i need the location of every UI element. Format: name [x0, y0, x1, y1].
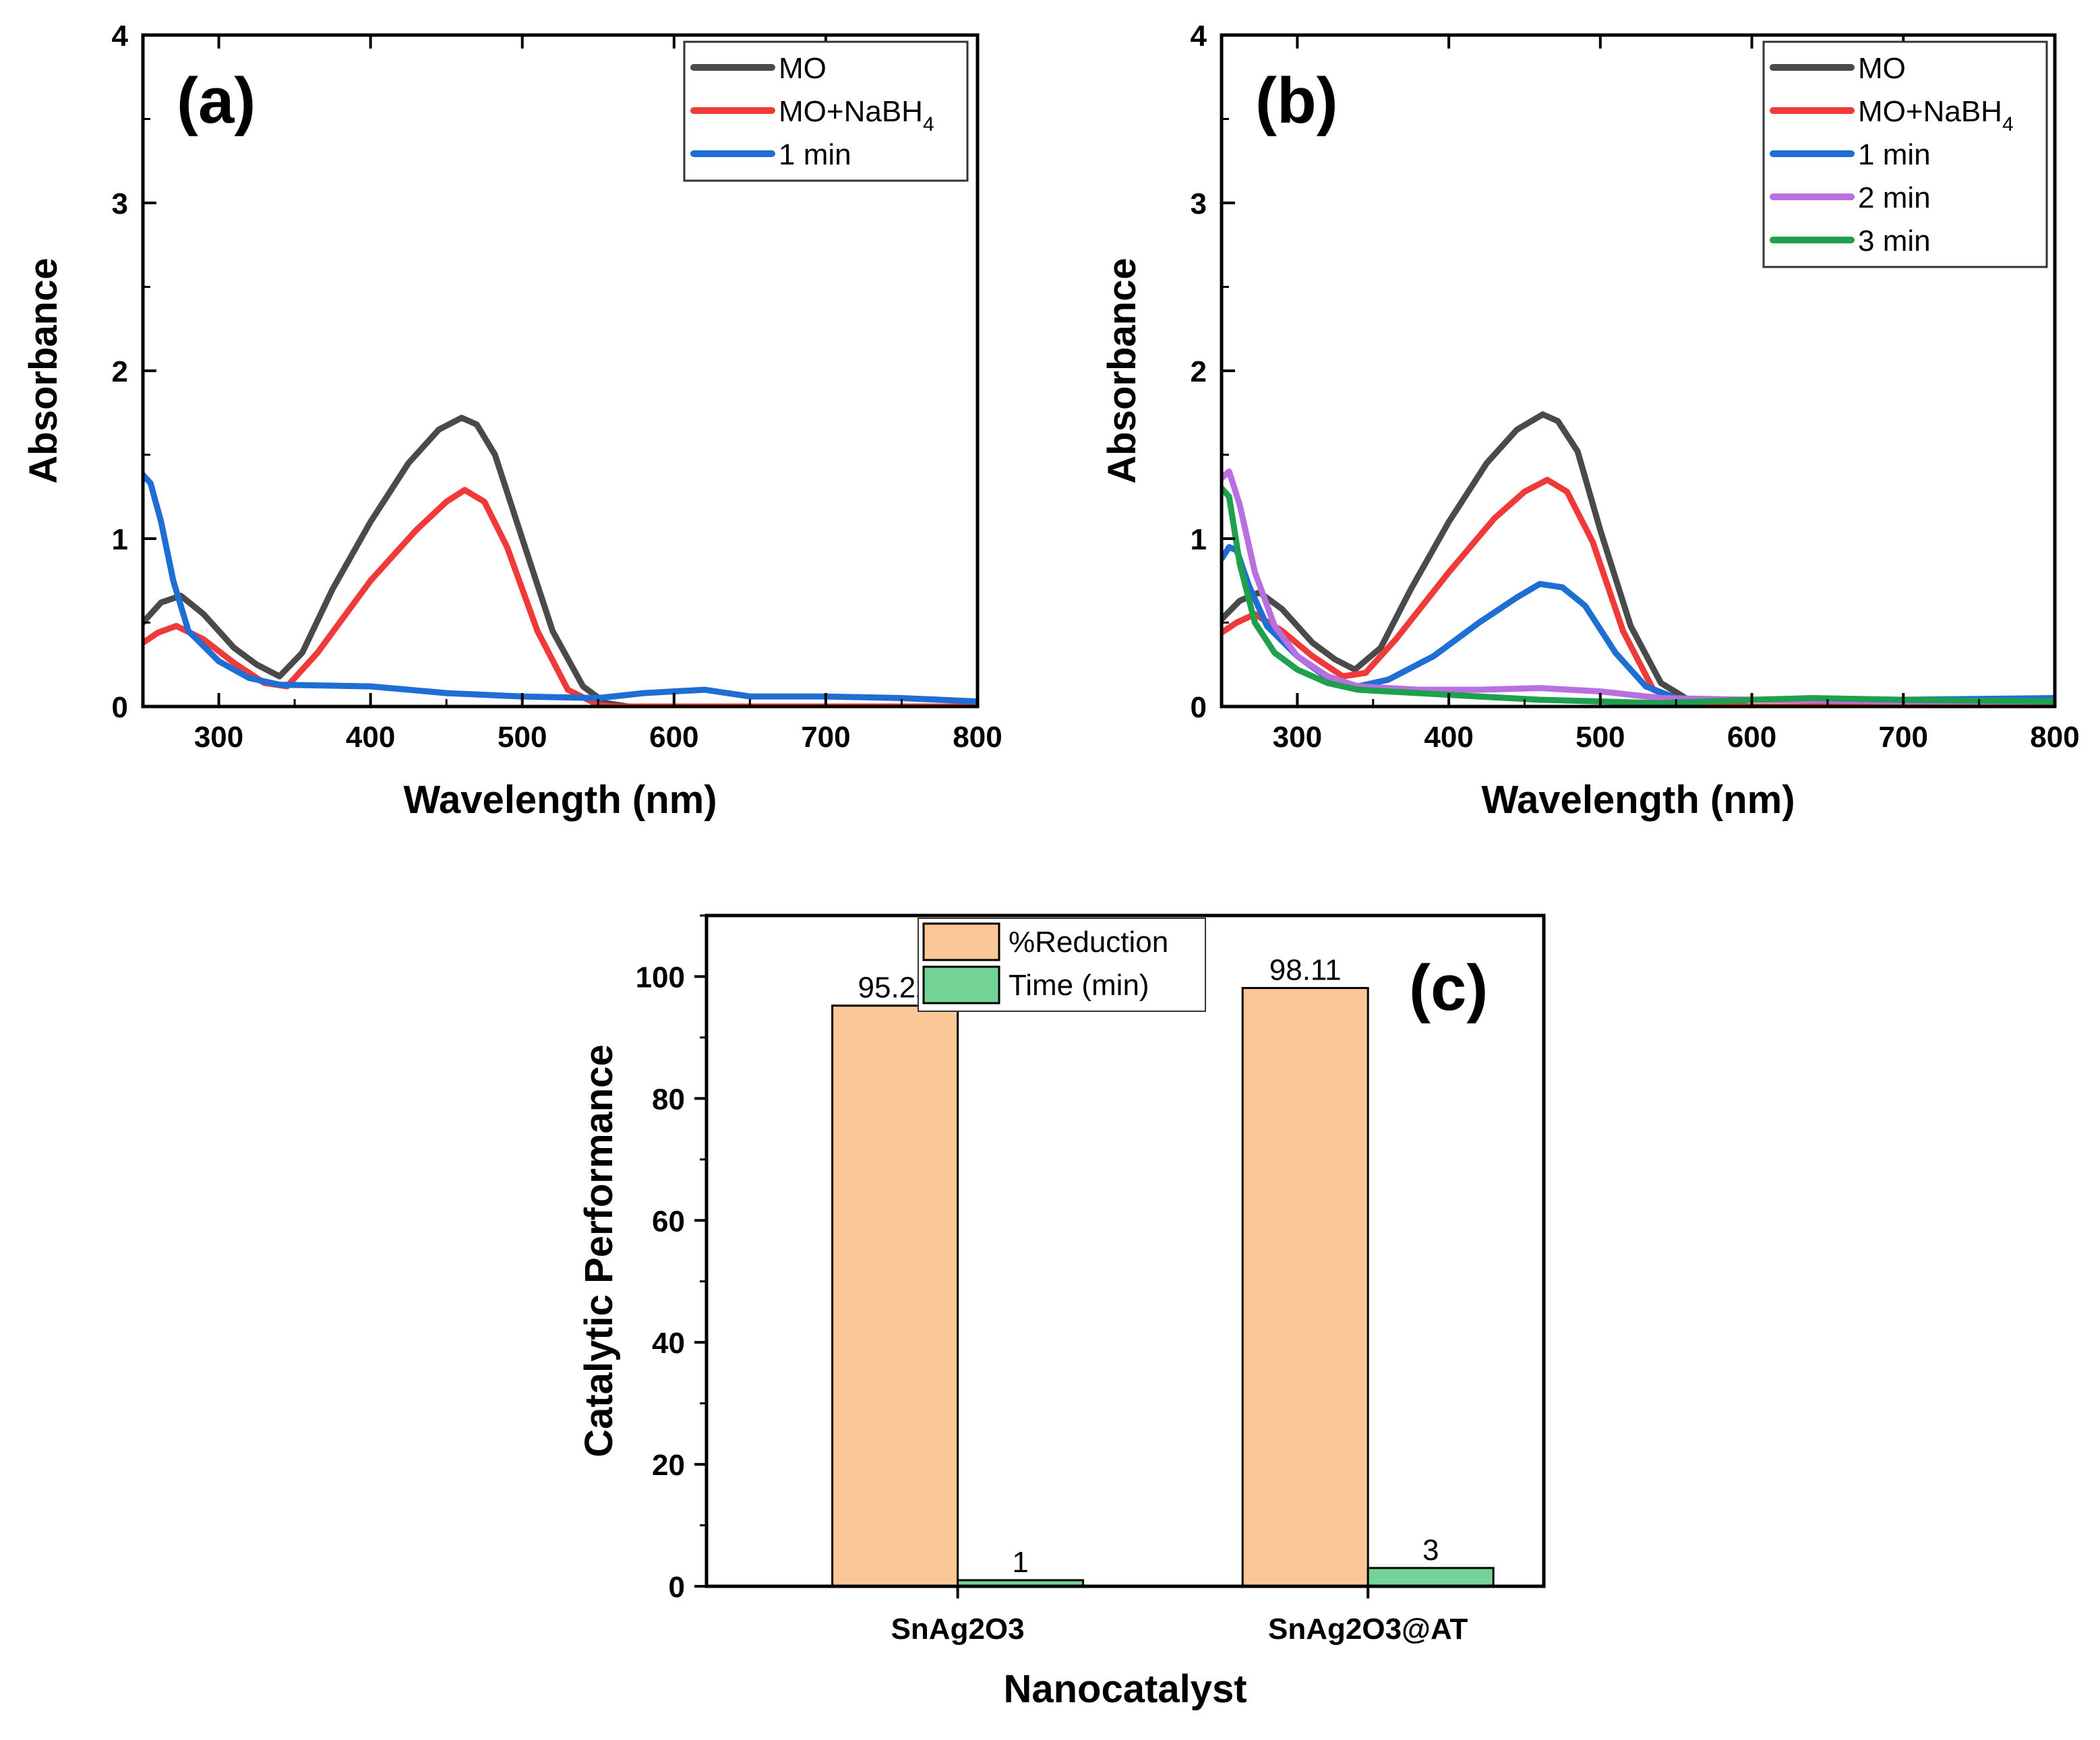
legend-entry-text: 1 min	[1858, 138, 1931, 171]
x-tick-label: 400	[1424, 721, 1473, 754]
legend-entry: MO+NaBH4	[779, 95, 934, 136]
series-line-mo-nabh	[143, 487, 978, 707]
x-axis-title: Wavelength (nm)	[403, 778, 717, 822]
legend-entry-text: MO	[1858, 52, 1906, 85]
y-tick-label: 0	[1191, 691, 1207, 724]
legend-entry: MO+NaBH4	[1858, 95, 2014, 136]
legend: %Reduction Time (min)	[918, 918, 1206, 1012]
series-line-mo-nabh	[1222, 477, 2055, 707]
x-tick-label: 300	[1273, 721, 1322, 754]
x-tick-label: 800	[2030, 721, 2079, 754]
y-tick-label: 4	[112, 20, 129, 53]
x-tick-label: 700	[801, 721, 850, 754]
legend-swatch	[922, 922, 1000, 961]
y-tick-label: 1	[1191, 523, 1207, 556]
panel-b: 300 400 500 600 700 800 0 1 2 3 4 Wavelength (nm) Ab…	[1100, 20, 2080, 822]
x-tick-label: 500	[498, 721, 547, 754]
y-tick-label: 100	[636, 961, 685, 994]
legend-entry-text: MO+NaBH	[779, 95, 923, 128]
y-tick-label: 60	[652, 1205, 685, 1238]
y-axis-title: Absorbance	[22, 258, 65, 483]
bar-value-label: 3	[1422, 1534, 1439, 1567]
y-tick-label: 0	[112, 691, 128, 724]
legend-entry-subscript: 4	[2002, 113, 2014, 136]
legend-entry-text: 2 min	[1858, 181, 1931, 214]
x-axis-title: Wavelength (nm)	[1481, 778, 1795, 822]
y-tick-label: 2	[112, 355, 128, 388]
legend-entry: MO	[779, 52, 827, 85]
y-axis-title: Catalytic Performance	[577, 1044, 621, 1457]
legend-entry: Time (min)	[1009, 969, 1149, 1002]
series-line-mo	[1222, 411, 2055, 707]
legend-entry-text: MO	[779, 52, 827, 85]
legend-entry: %Reduction	[1009, 926, 1168, 959]
y-tick-label: 4	[1191, 20, 1207, 53]
y-tick-label: 2	[1191, 355, 1207, 388]
legend-entry: 2 min	[1858, 181, 1931, 214]
legend-entry: MO	[1858, 52, 1906, 85]
bar-value-label: 1	[1012, 1546, 1028, 1579]
plot-frame	[704, 913, 1546, 1588]
legend-entry-subscript: 4	[923, 113, 934, 136]
legend-entry: 1 min	[1858, 138, 1931, 171]
x-tick-label: SnAg2O3@AT	[1268, 1613, 1468, 1646]
legend-entry: 1 min	[779, 138, 851, 171]
y-axis-title: Absorbance	[1100, 258, 1144, 483]
series-line-1-min	[143, 471, 978, 704]
y-tick-label: 3	[112, 187, 128, 220]
x-tick-label: 300	[194, 721, 243, 754]
x-tick-label: 800	[953, 721, 1002, 754]
legend-swatch	[922, 965, 1000, 1004]
y-tick-label: 0	[669, 1571, 685, 1604]
y-tick-label: 40	[652, 1327, 685, 1360]
legend-entry-text: 3 min	[1858, 224, 1931, 258]
bar-value-label: 98.11	[1269, 954, 1342, 987]
x-tick-label: 600	[649, 721, 698, 754]
x-tick-label: 600	[1727, 721, 1776, 754]
x-tick-label: 700	[1879, 721, 1928, 754]
y-tick-label: 80	[652, 1083, 685, 1116]
x-tick-label: SnAg2O3	[891, 1613, 1025, 1646]
x-tick-label: 400	[346, 721, 395, 754]
bar-reduction	[831, 1004, 959, 1588]
x-axis-title: Nanocatalyst	[1003, 1667, 1247, 1711]
legend-entry: 3 min	[1858, 224, 1931, 258]
panel-c: 95.221SnAg2O398.113SnAg2O3@AT02040608010…	[577, 913, 1546, 1711]
bar-reduction	[1241, 987, 1369, 1588]
y-tick-label: 20	[652, 1449, 685, 1482]
panel-a: 300 400 500 600 700 800 0 1 2 3 4 Wavelength (nm) Ab…	[22, 20, 1002, 822]
panel-label: (a)	[177, 65, 256, 137]
y-tick-label: 1	[112, 523, 128, 556]
panel-label: (c)	[1409, 952, 1488, 1024]
legend-entry-text: 1 min	[779, 138, 851, 171]
bar-time	[1367, 1567, 1495, 1588]
panel-label: (b)	[1255, 65, 1338, 137]
series-line-3-min	[1222, 485, 2055, 707]
x-tick-label: 500	[1576, 721, 1625, 754]
y-tick-label: 3	[1191, 187, 1207, 220]
series-line-mo	[143, 415, 978, 707]
legend-entry-text: MO+NaBH	[1858, 95, 2002, 128]
